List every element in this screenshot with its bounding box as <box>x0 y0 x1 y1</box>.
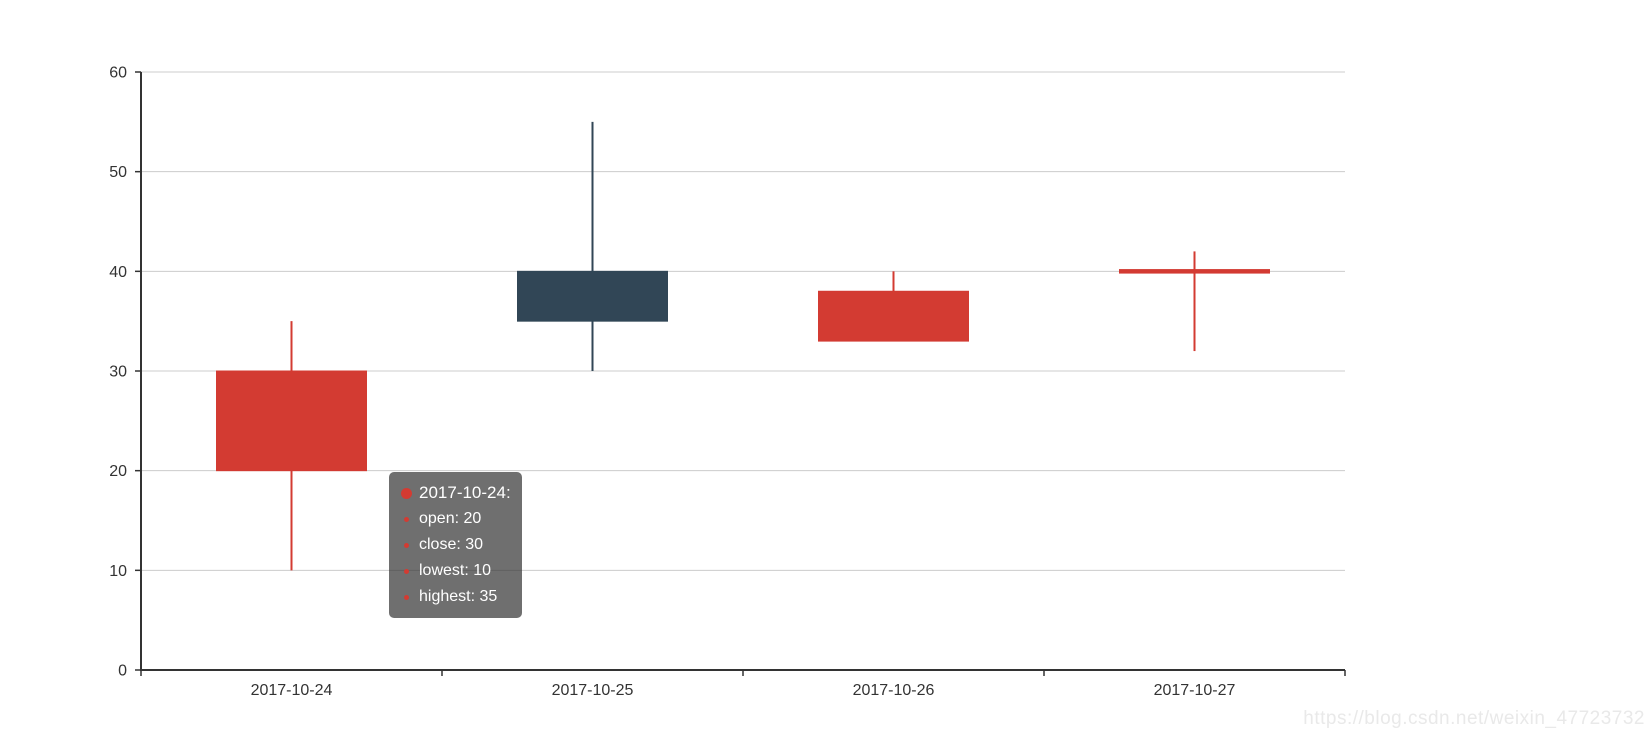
candle-2017-10-26[interactable] <box>818 271 969 342</box>
candle-body <box>1119 269 1270 274</box>
candle-2017-10-25[interactable] <box>517 121 668 371</box>
candle-body <box>517 270 668 322</box>
x-tick-label: 2017-10-24 <box>251 682 333 699</box>
y-tick-label: 50 <box>109 164 127 181</box>
y-tick-label: 10 <box>109 563 127 580</box>
candle-2017-10-24[interactable] <box>216 321 367 571</box>
candle-body <box>818 290 969 342</box>
candle-2017-10-27[interactable] <box>1119 251 1270 352</box>
y-tick-label: 30 <box>109 364 127 381</box>
x-tick-label: 2017-10-25 <box>552 682 634 699</box>
y-tick-label: 0 <box>118 663 127 680</box>
y-tick-label: 20 <box>109 463 127 480</box>
x-tick-label: 2017-10-26 <box>853 682 935 699</box>
y-tick-label: 40 <box>109 264 127 281</box>
candle-body <box>216 370 367 472</box>
x-tick-label: 2017-10-27 <box>1154 682 1236 699</box>
y-tick-label: 60 <box>109 65 127 82</box>
